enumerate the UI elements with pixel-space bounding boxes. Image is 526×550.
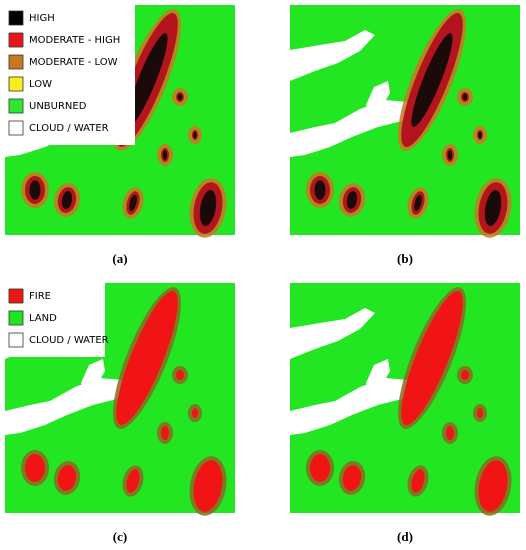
burn-core [162,150,168,160]
water [290,308,375,359]
burn-mid [478,460,508,512]
burn-mid [411,469,425,493]
legend-swatch [8,76,24,92]
burn-mid [477,408,483,418]
legend-label: FIRE [29,291,51,302]
legend-swatch [8,54,24,70]
burn-core [126,33,168,127]
legend-label: LAND [29,313,57,324]
burn-core [61,190,73,210]
burn-mid [401,290,463,426]
legend-swatch [8,310,24,326]
water [5,378,133,435]
legend-label: UNBURNED [29,101,87,112]
burn-mid [57,465,77,491]
legend-swatch [8,98,24,114]
legend: HIGH MODERATE - HIGH MODERATE - LOW LOW UNBU… [5,5,135,145]
burn-mid [126,469,140,493]
burn-mid [176,370,184,380]
burn-core [199,190,217,226]
burn-core [314,180,326,200]
water [366,359,390,393]
water [366,81,390,115]
burn-core [411,33,453,127]
legend-swatch [8,288,24,304]
burn-core [193,131,197,139]
map-panel [290,5,520,238]
burn-core [29,180,41,200]
panel-label: (b) [397,251,413,266]
burn-mid [310,454,330,482]
legend-label: CLOUD / WATER [29,123,109,134]
water [290,378,418,435]
water [81,359,105,393]
panel-label: (c) [113,529,127,544]
burn-core [484,190,502,226]
burn-mid [342,465,362,491]
legend-swatch [8,10,24,26]
burn-core [462,93,468,101]
legend-swatch [8,120,24,136]
burn-core [346,190,358,210]
water [290,100,418,157]
panel-label: (a) [112,251,127,266]
burn-mid [461,370,469,380]
burn-mid [192,408,198,418]
legend-label: MODERATE - LOW [29,57,118,68]
legend-label: LOW [29,79,52,90]
panel-label: (d) [397,529,413,544]
burn-core [447,150,453,160]
legend-swatch [8,32,24,48]
legend-box [5,5,135,145]
legend-label: MODERATE - HIGH [29,35,120,46]
burn-mid [116,290,178,426]
burn-core [177,93,183,101]
burn-mid [446,426,454,440]
water [290,30,375,81]
burn-mid [161,426,169,440]
legend: FIRE LAND CLOUD / WATER [5,283,109,357]
burn-core [129,194,137,212]
legend-swatch [8,332,24,348]
legend-label: HIGH [29,13,55,24]
map-panel [290,283,520,516]
burn-core [478,131,482,139]
burn-mid [25,454,45,482]
burn-mid [193,460,223,512]
legend-label: CLOUD / WATER [29,335,109,346]
burn-core [414,194,422,212]
